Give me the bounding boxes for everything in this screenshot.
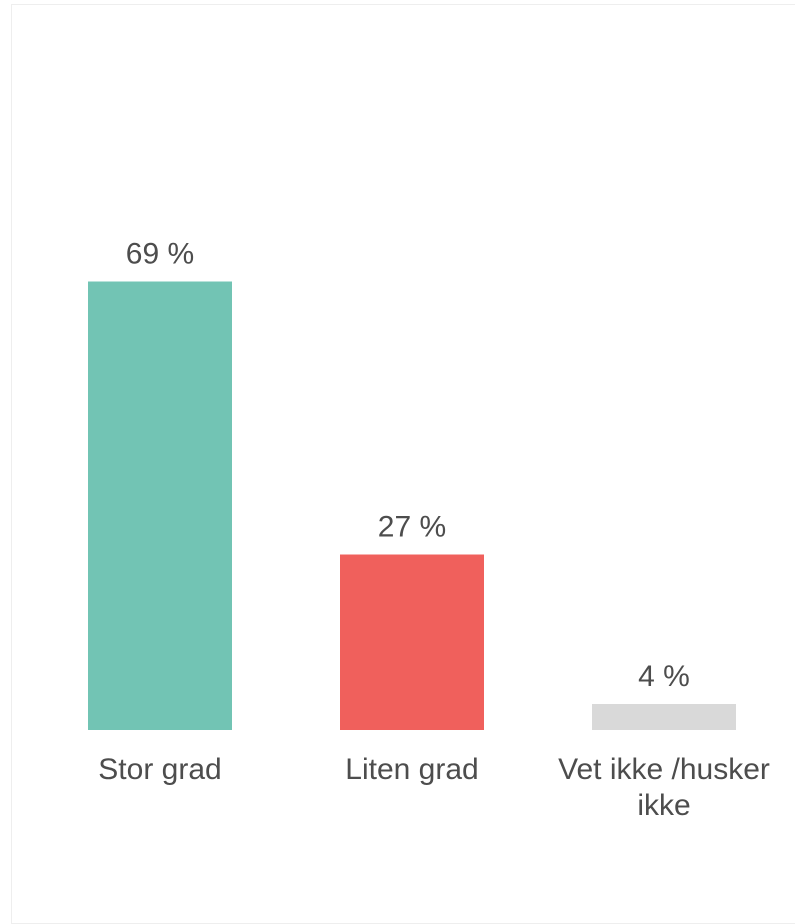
category-label-3: Vet ikke /husker ikke [558,753,770,822]
category-label-3-line-2: ikke [637,789,690,822]
value-labels-group: 69 % 27 % 4 % [126,238,690,694]
value-label-2: 27 % [378,511,446,544]
bar-2 [340,554,484,730]
category-label-3-line-1: Vet ikke /husker [558,753,770,786]
category-label-1: Stor grad [98,753,221,786]
bar-3 [592,704,736,730]
category-label-1-line-1: Stor grad [98,753,221,786]
bars-group [88,281,736,730]
bar-1 [88,281,232,730]
value-label-1: 69 % [126,238,194,271]
category-labels-group: Stor grad Liten grad Vet ikke /husker ikke [98,753,770,822]
category-label-2-line-1: Liten grad [345,753,478,786]
value-label-3: 4 % [638,660,690,693]
category-label-2: Liten grad [345,753,478,786]
